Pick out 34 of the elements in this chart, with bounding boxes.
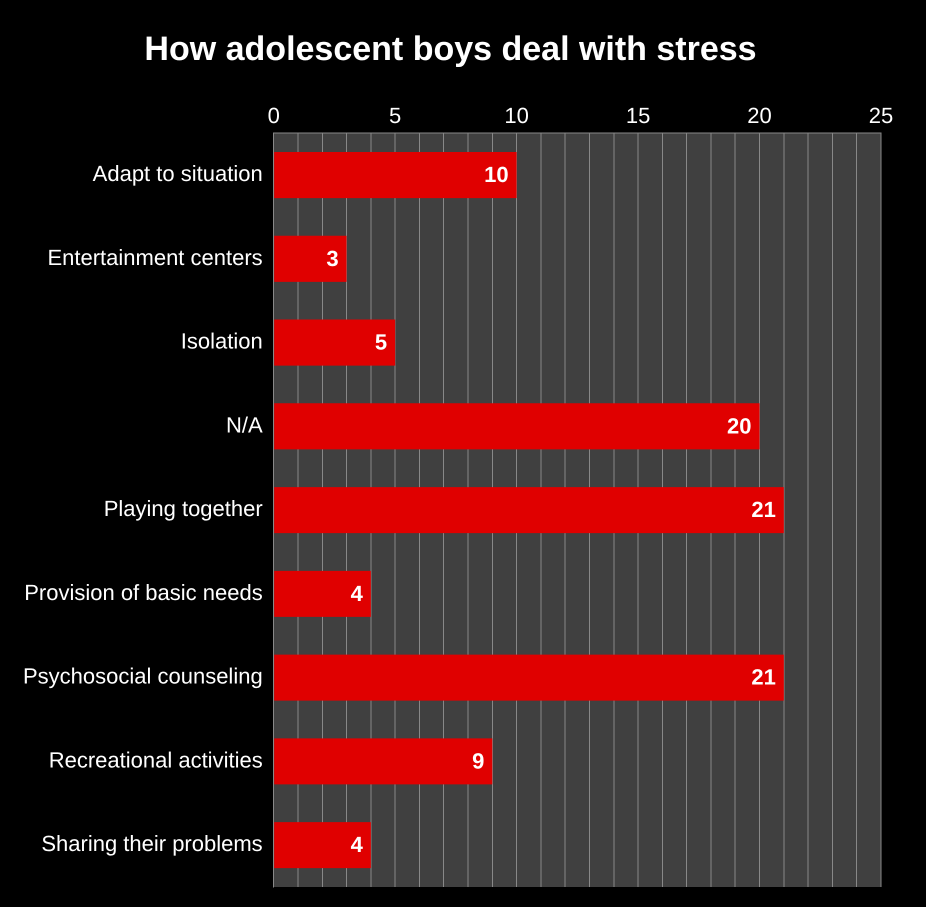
data-label: 3 (326, 246, 339, 271)
y-tick-label: Isolation (180, 328, 263, 354)
y-tick-label: Provision of basic needs (24, 580, 263, 605)
y-tick-label: Adapt to situation (92, 161, 263, 186)
chart-title: How adolescent boys deal with stress (144, 30, 757, 68)
bar (274, 822, 371, 868)
bar (274, 320, 396, 366)
bar (274, 152, 517, 198)
data-label: 4 (350, 580, 364, 606)
x-tick-label: 0 (268, 103, 280, 128)
y-tick-label: N/A (226, 412, 264, 438)
y-tick-label: Playing together (104, 496, 263, 522)
y-tick-label: Recreational activities (48, 747, 263, 772)
y-tick-label: Entertainment centers (47, 244, 263, 270)
data-label: 10 (484, 162, 509, 188)
data-label: 21 (751, 664, 776, 690)
x-tick-label: 15 (626, 103, 650, 128)
bar (274, 236, 347, 282)
y-tick-label: Psychosocial counseling (22, 664, 263, 689)
x-tick-label: 10 (504, 103, 529, 128)
bar (274, 403, 760, 450)
bar (274, 738, 492, 784)
data-label: 5 (374, 330, 388, 355)
x-tick-label: 20 (747, 103, 772, 128)
data-label: 21 (751, 497, 776, 522)
data-label: 4 (350, 832, 364, 858)
x-tick-label: 25 (868, 103, 894, 128)
bar (274, 487, 784, 534)
y-tick-label: Sharing their problems (41, 831, 263, 856)
bar (274, 654, 784, 701)
data-label: 9 (472, 748, 484, 774)
data-label: 20 (727, 413, 752, 438)
x-tick-label: 5 (389, 103, 402, 128)
bar (274, 570, 371, 617)
